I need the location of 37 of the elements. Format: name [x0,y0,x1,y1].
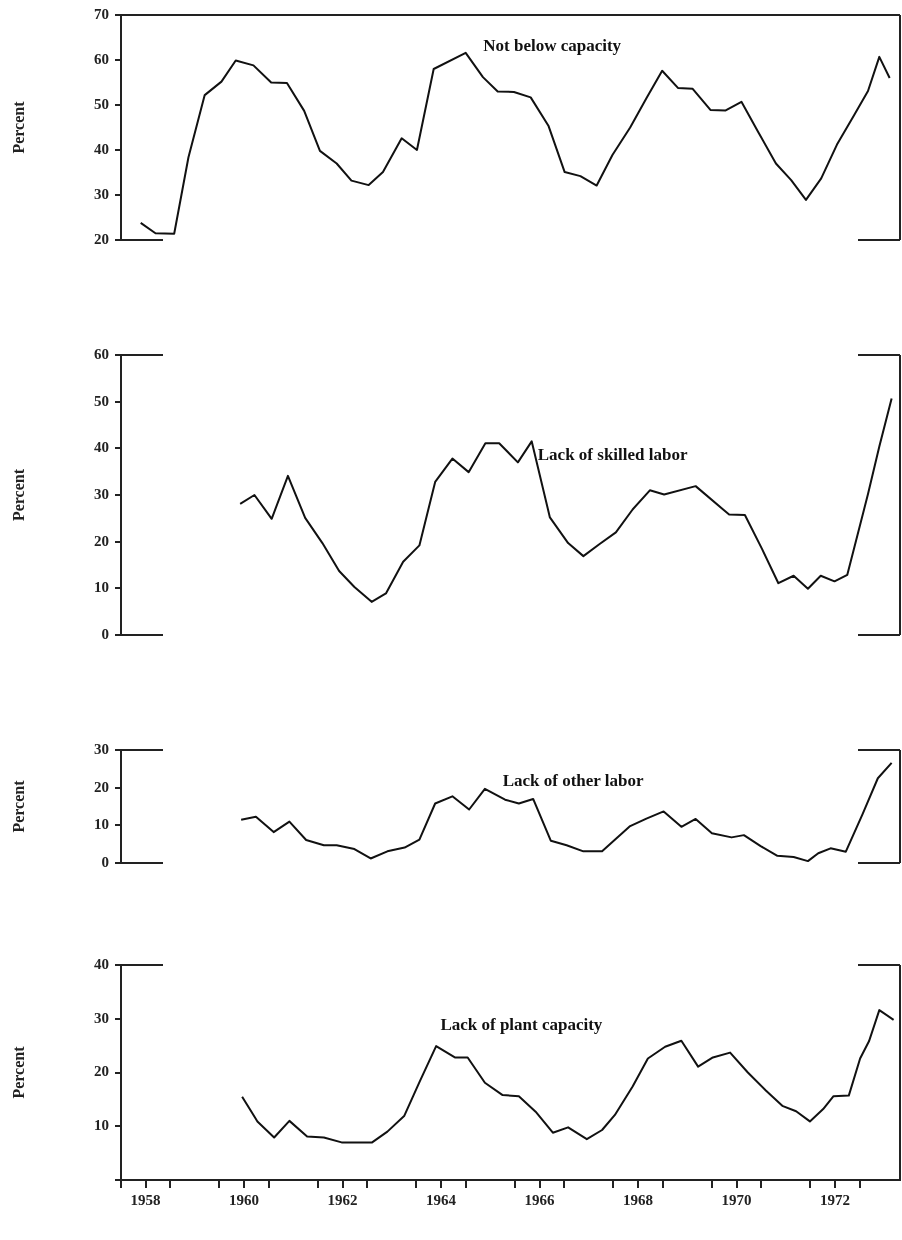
x-tick-label: 1970 [721,1191,752,1208]
y-tick-label: 20 [94,1063,109,1080]
y-tick-label: 50 [94,392,109,409]
y-tick-label: 30 [94,740,109,757]
x-tick-label: 1960 [229,1191,260,1208]
y-tick-label: 60 [94,50,109,67]
series-label: Lack of plant capacity [440,1014,603,1034]
x-tick-label: 1958 [130,1191,161,1208]
y-tick-label: 20 [94,230,109,247]
y-tick-label: 30 [94,1009,109,1026]
y-tick-label: 20 [94,778,109,795]
y-tick-label: 10 [94,1117,109,1134]
y-tick-label: 30 [94,185,109,202]
y-tick-label: 0 [101,853,109,870]
y-tick-label: 30 [94,485,109,502]
y-tick-label: 50 [94,95,109,112]
y-tick-label: 40 [94,439,109,456]
y-axis-title: Percent [9,779,27,833]
y-tick-label: 10 [94,579,109,596]
series-label: Not below capacity [483,35,622,55]
series-label: Lack of other labor [502,771,645,791]
x-tick-label: 1966 [524,1191,556,1208]
y-tick-label: 70 [94,5,109,22]
y-axis-title: Percent [9,468,27,522]
series-label: Lack of skilled labor [537,445,688,465]
x-tick-label: 1968 [623,1191,654,1208]
y-axis-title: Percent [9,100,27,154]
x-tick-label: 1962 [327,1191,358,1208]
y-tick-label: 40 [94,140,109,157]
x-tick-label: 1972 [820,1191,850,1208]
y-tick-label: 60 [94,345,109,362]
y-axis-title: Percent [9,1045,27,1099]
y-tick-label: 40 [94,955,109,972]
y-tick-label: 0 [101,625,109,642]
y-tick-label: 20 [94,532,109,549]
y-tick-label: 10 [94,816,109,833]
x-tick-label: 1964 [426,1191,457,1208]
